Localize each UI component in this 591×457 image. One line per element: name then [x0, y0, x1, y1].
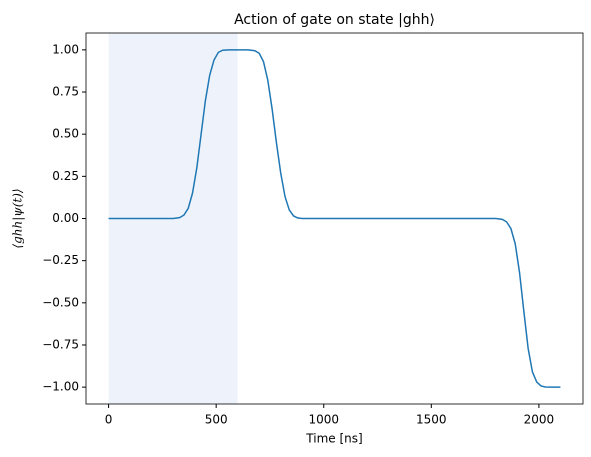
y-tick-label: 0.75 — [52, 85, 79, 99]
x-tick-label: 1500 — [416, 413, 447, 427]
y-tick-label: 1.00 — [52, 42, 79, 56]
y-tick-label: −0.75 — [42, 337, 79, 351]
y-tick-label: −0.25 — [42, 253, 79, 267]
line-series — [108, 49, 561, 388]
x-tick-label: 1000 — [308, 413, 339, 427]
chart-title: Action of gate on state |ghh⟩ — [234, 12, 435, 28]
y-tick-label: 0.50 — [52, 127, 79, 141]
y-tick-label: 0.25 — [52, 169, 79, 183]
y-tick-label: 0.00 — [52, 211, 79, 225]
y-tick-label: −1.00 — [42, 380, 79, 394]
x-axis-label: Time [ns] — [305, 432, 362, 446]
plot-frame — [85, 32, 584, 405]
x-tick-label: 2000 — [524, 413, 555, 427]
y-tick-label: −0.50 — [42, 295, 79, 309]
y-axis-label: ⟨ghh|ψ(t)⟩ — [11, 188, 25, 248]
x-tick-label: 500 — [205, 413, 228, 427]
x-tick-label: 0 — [105, 413, 113, 427]
